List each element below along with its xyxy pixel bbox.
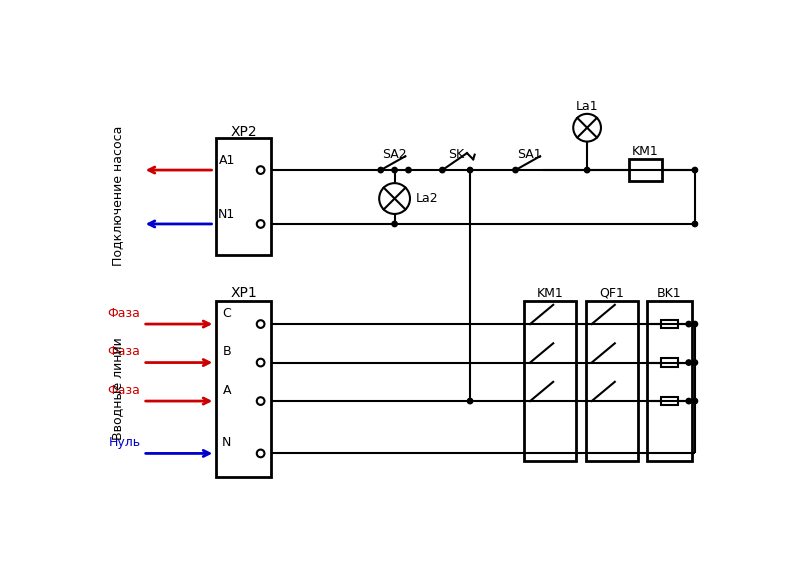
Text: XP1: XP1 (230, 286, 257, 300)
Text: La1: La1 (576, 100, 598, 114)
Circle shape (686, 360, 691, 366)
Text: Фаза: Фаза (108, 307, 141, 320)
Text: BK1: BK1 (657, 287, 682, 300)
Text: Вводные линии: Вводные линии (111, 338, 124, 440)
Text: B: B (222, 345, 231, 359)
Circle shape (406, 167, 411, 173)
Bar (661, 359, 678, 367)
Text: Подключение насоса: Подключение насоса (111, 126, 124, 266)
Circle shape (392, 167, 398, 173)
Circle shape (692, 321, 698, 326)
Circle shape (467, 398, 473, 404)
Text: SA2: SA2 (382, 148, 407, 161)
Circle shape (692, 167, 698, 173)
Text: C: C (222, 307, 231, 320)
Circle shape (392, 222, 398, 227)
Circle shape (467, 167, 473, 173)
Bar (524, 301, 576, 461)
Text: XP2: XP2 (230, 125, 257, 139)
Bar (630, 159, 662, 181)
Text: QF1: QF1 (599, 287, 624, 300)
Text: La2: La2 (415, 192, 438, 205)
Text: A1: A1 (218, 154, 235, 167)
Circle shape (686, 321, 691, 326)
Bar (661, 397, 678, 405)
Circle shape (513, 167, 518, 173)
Circle shape (692, 222, 698, 227)
Circle shape (585, 167, 590, 173)
Bar (586, 301, 638, 461)
Text: KM1: KM1 (537, 287, 563, 300)
Text: SK: SK (448, 148, 464, 161)
Circle shape (440, 167, 445, 173)
Text: N1: N1 (218, 208, 235, 221)
Bar (216, 138, 271, 255)
Text: Фаза: Фаза (108, 384, 141, 397)
Circle shape (378, 167, 383, 173)
Circle shape (692, 398, 698, 404)
Circle shape (686, 398, 691, 404)
Text: SA1: SA1 (517, 148, 542, 161)
Text: A: A (222, 384, 231, 397)
Bar (216, 301, 271, 476)
Circle shape (692, 360, 698, 366)
Text: N: N (222, 436, 231, 449)
Bar (647, 301, 692, 461)
Bar (661, 320, 678, 328)
Text: Фаза: Фаза (108, 345, 141, 359)
Text: Нуль: Нуль (108, 436, 141, 449)
Text: KM1: KM1 (632, 145, 659, 158)
